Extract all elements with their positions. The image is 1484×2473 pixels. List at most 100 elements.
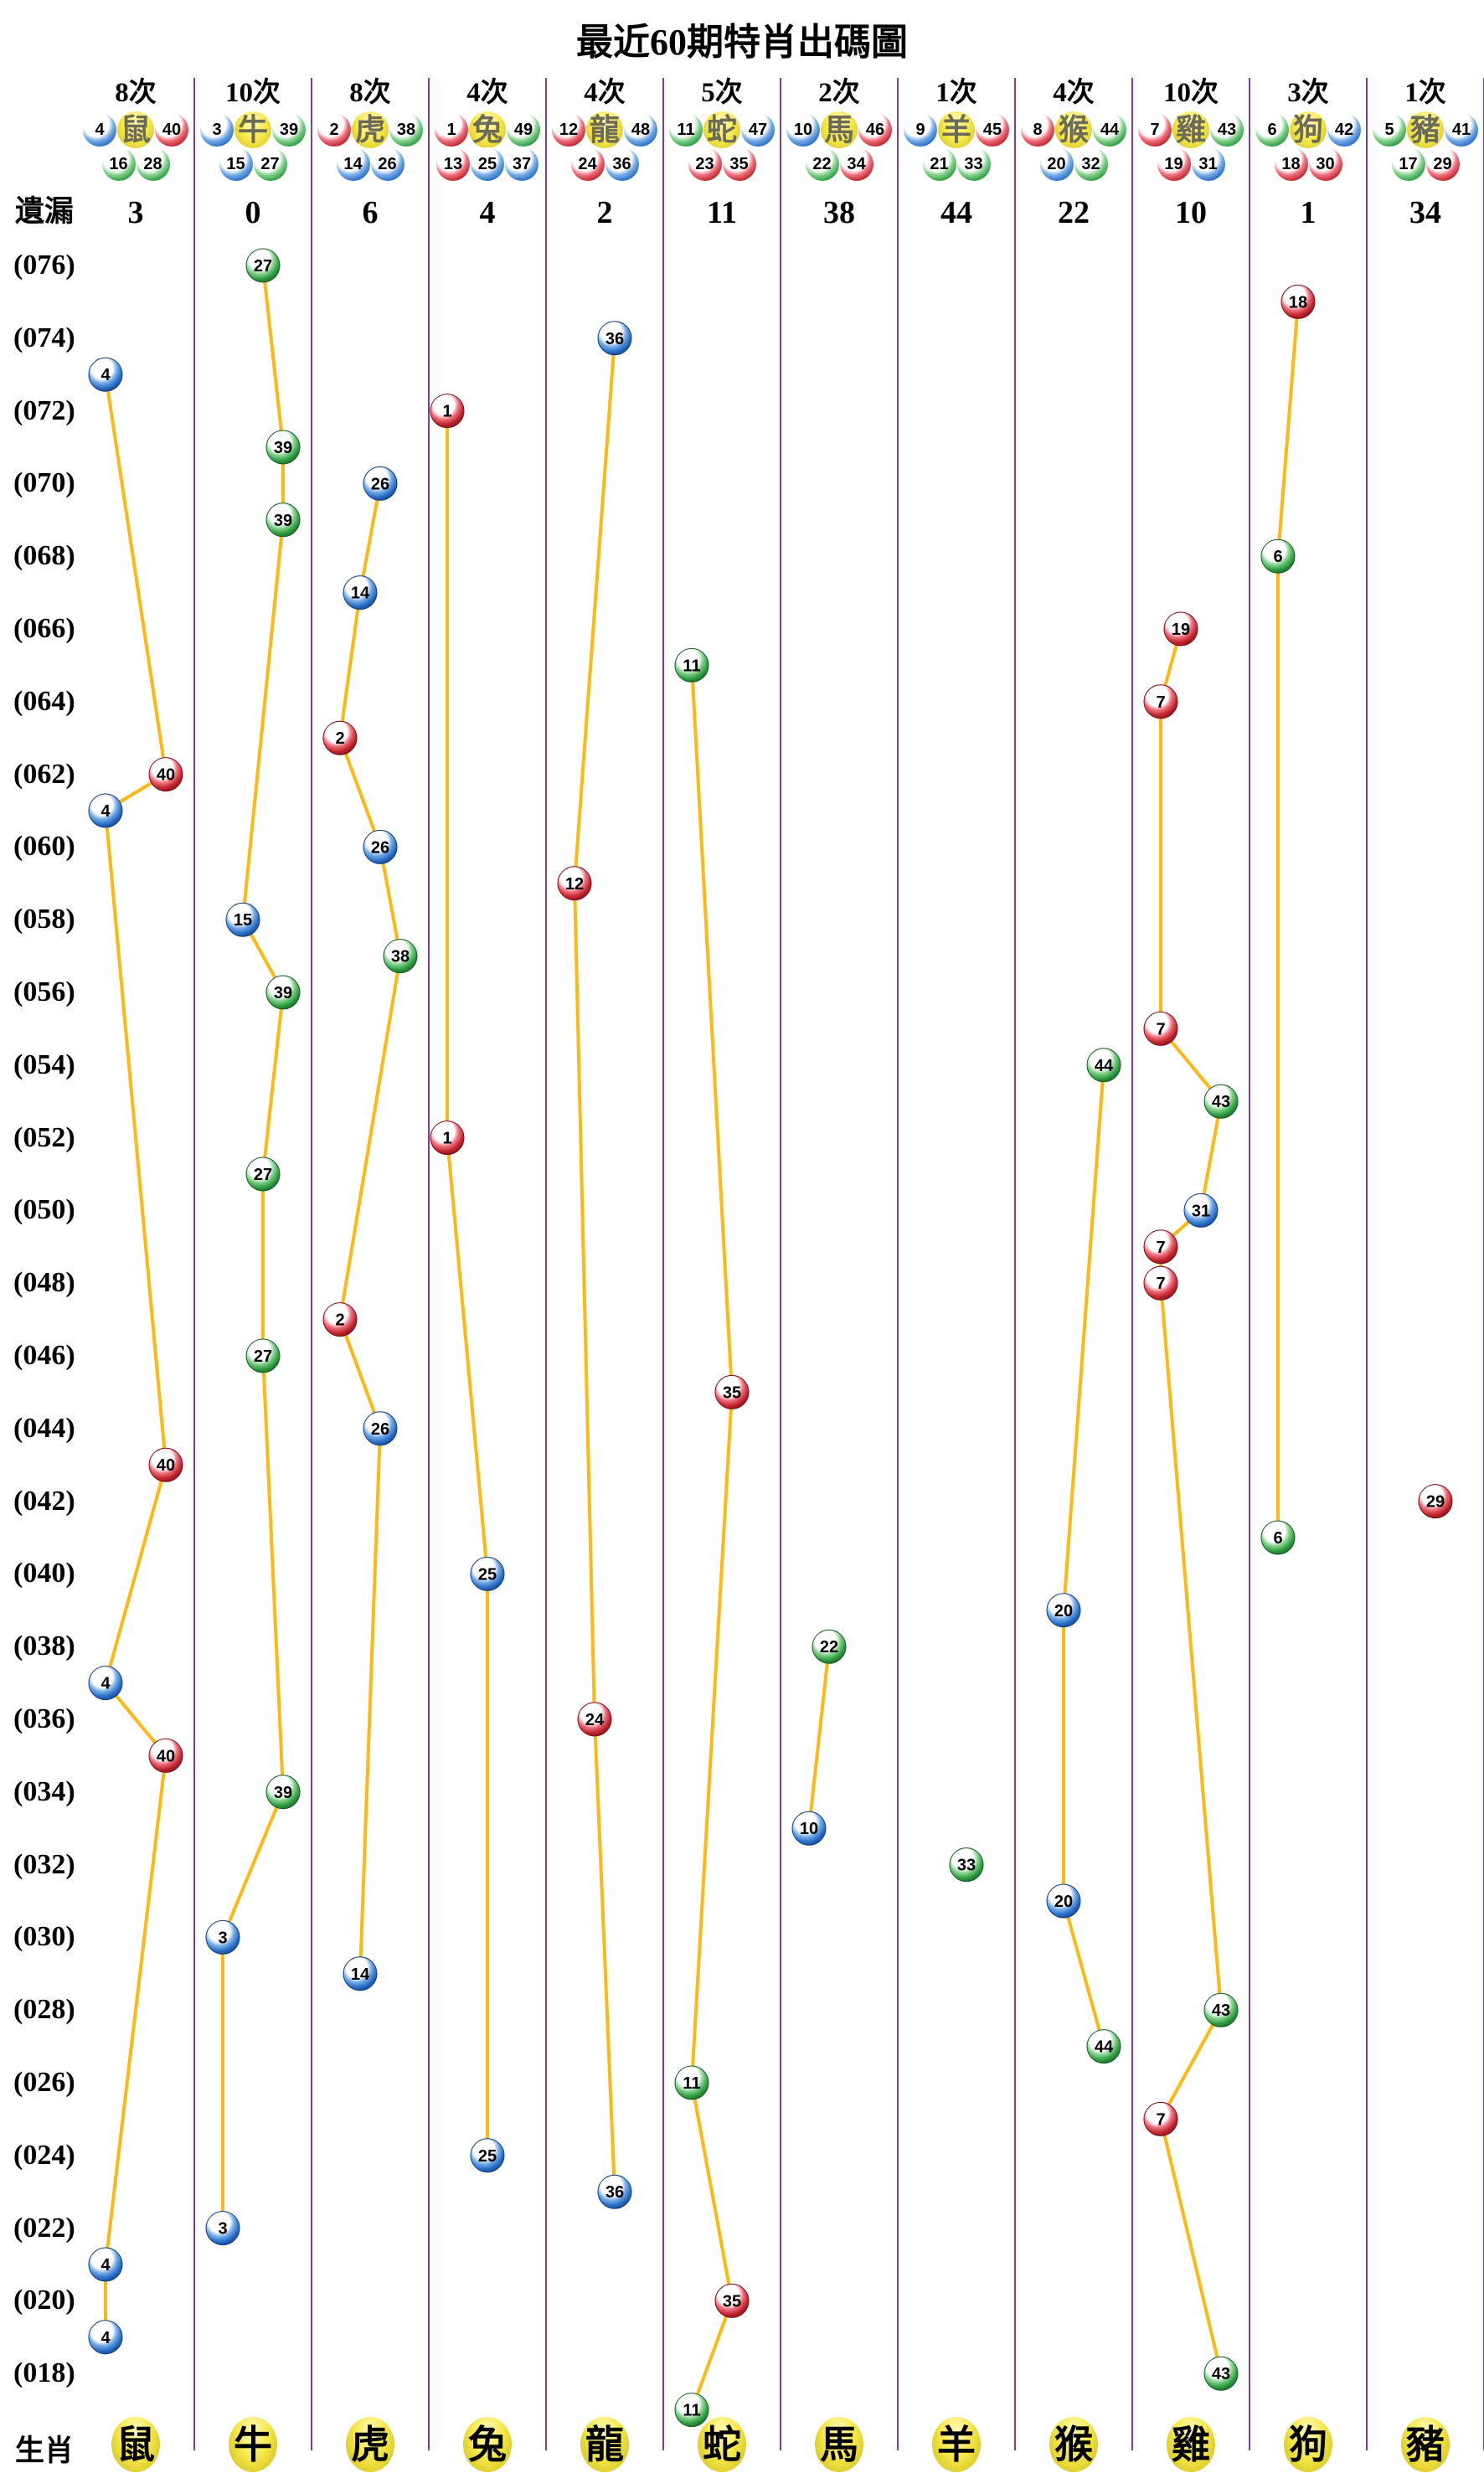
y-axis-tick: (042) xyxy=(13,1485,75,1517)
svg-text:2: 2 xyxy=(335,1311,344,1330)
number-ball: 24 xyxy=(570,147,605,181)
number-ball: 15 xyxy=(219,147,253,181)
chart-ball: 43 xyxy=(1203,1992,1239,2027)
column-header-rabbit: 4次 1 兔 49 13 25 37 4 xyxy=(429,77,546,231)
svg-text:7: 7 xyxy=(1156,1275,1165,1293)
chart-ball: 14 xyxy=(343,1956,378,1991)
number-ball: 12 xyxy=(552,113,585,147)
y-axis-tick: (068) xyxy=(13,540,75,572)
y-axis-tick: (062) xyxy=(13,758,75,790)
column-header-dog: 3次 6 狗 42 18 30 1 xyxy=(1250,77,1367,231)
times-count: 4次 xyxy=(584,78,626,108)
trend-line-兔 xyxy=(446,410,489,2156)
chart-ball: 7 xyxy=(1143,684,1178,719)
chart-ball: 7 xyxy=(1143,1011,1178,1046)
chart-ball: 2 xyxy=(322,720,358,755)
zodiac-char: 兔 xyxy=(468,2423,507,2466)
chart-ball: 4 xyxy=(88,2320,123,2355)
header-ball-row: 2 虎 38 xyxy=(312,111,429,148)
svg-text:7: 7 xyxy=(1156,693,1165,712)
svg-text:1: 1 xyxy=(442,403,451,421)
svg-text:4: 4 xyxy=(100,366,111,384)
number-ball: 47 xyxy=(741,113,775,147)
svg-text:43: 43 xyxy=(1212,2365,1230,2383)
zodiac-badge: 鼠 xyxy=(111,2417,160,2472)
svg-text:4: 4 xyxy=(100,802,111,821)
chart-ball: 11 xyxy=(674,2065,709,2100)
svg-text:3: 3 xyxy=(218,2220,227,2239)
y-axis-tick: (028) xyxy=(13,1994,75,2026)
chart-ball: 2 xyxy=(322,1302,358,1337)
column-header-rooster: 10次 7 雞 43 19 31 10 xyxy=(1132,77,1250,231)
header-ball-row: 14 26 xyxy=(312,147,429,182)
svg-text:10: 10 xyxy=(800,1820,818,1838)
number-ball: 39 xyxy=(272,113,306,147)
zodiac-header-balls: 9 羊 45 21 33 xyxy=(898,111,1015,188)
zodiac-name-badge: 狗 xyxy=(1290,111,1327,148)
trend-line-鼠 xyxy=(104,374,167,2337)
zodiac-badge: 豬 xyxy=(1401,2417,1450,2472)
svg-text:44: 44 xyxy=(1095,1057,1114,1075)
header-ball-row: 16 28 xyxy=(77,147,194,182)
number-ball: 37 xyxy=(505,147,538,181)
chart-ball: 40 xyxy=(148,1738,183,1773)
y-axis-tick: (076) xyxy=(13,250,75,281)
svg-text:43: 43 xyxy=(1212,1093,1230,1111)
svg-text:12: 12 xyxy=(565,875,584,894)
y-axis-tick: (022) xyxy=(13,2212,75,2244)
header-ball-row: 12 龍 48 xyxy=(546,111,663,148)
chart-ball: 36 xyxy=(597,2174,632,2209)
svg-text:20: 20 xyxy=(1054,1602,1073,1620)
trend-line-虎 xyxy=(338,483,402,1974)
y-axis-tick: (032) xyxy=(13,1848,75,1880)
chart-ball: 44 xyxy=(1086,1048,1121,1083)
chart-ball: 4 xyxy=(88,1666,123,1701)
svg-text:39: 39 xyxy=(274,984,292,1002)
zodiac-name-badge: 猴 xyxy=(1055,111,1092,148)
svg-text:11: 11 xyxy=(683,657,700,675)
times-count: 3次 xyxy=(1287,78,1329,108)
header-ball-row: 1 兔 49 xyxy=(429,111,546,148)
svg-text:4: 4 xyxy=(100,2329,111,2347)
zodiac-header-balls: 5 豬 41 17 29 xyxy=(1367,111,1484,188)
zodiac-badge: 蛇 xyxy=(698,2417,746,2472)
y-axis-tick: (046) xyxy=(13,1340,75,1371)
svg-text:27: 27 xyxy=(254,257,272,276)
header-ball-row: 4 鼠 40 xyxy=(77,111,194,148)
number-ball: 36 xyxy=(605,147,639,181)
trend-line-蛇 xyxy=(690,665,734,2411)
chart-ball: 7 xyxy=(1143,2101,1178,2136)
times-count: 4次 xyxy=(466,78,508,108)
header-ball-row: 24 36 xyxy=(546,147,663,182)
svg-text:24: 24 xyxy=(585,1711,605,1729)
svg-text:40: 40 xyxy=(157,1456,175,1475)
header-ball-row: 17 29 xyxy=(1367,147,1484,182)
number-ball: 19 xyxy=(1157,147,1191,181)
svg-text:39: 39 xyxy=(274,1784,292,1802)
header-ball-row: 23 35 xyxy=(663,147,781,182)
svg-text:22: 22 xyxy=(820,1638,838,1656)
chart-ball: 4 xyxy=(88,793,123,828)
number-ball: 11 xyxy=(669,113,703,147)
svg-text:33: 33 xyxy=(957,1857,976,1875)
zodiac-header-balls: 10 馬 46 22 34 xyxy=(781,111,898,188)
chart-ball: 22 xyxy=(812,1629,847,1664)
number-ball: 35 xyxy=(722,147,756,181)
chart-ball: 39 xyxy=(265,430,301,465)
svg-text:43: 43 xyxy=(1212,2002,1230,2020)
chart-ball: 43 xyxy=(1203,1084,1239,1119)
number-ball: 21 xyxy=(922,147,956,181)
chart-ball: 26 xyxy=(363,1411,398,1446)
chart-ball: 20 xyxy=(1046,1593,1081,1628)
svg-text:26: 26 xyxy=(371,475,389,493)
number-ball: 4 xyxy=(83,113,116,147)
svg-text:26: 26 xyxy=(371,1420,389,1439)
svg-text:6: 6 xyxy=(1273,548,1282,566)
number-ball: 2 xyxy=(317,113,351,147)
times-count: 5次 xyxy=(701,78,743,108)
header-ball-row: 6 狗 42 xyxy=(1250,111,1367,148)
zodiac-header-balls: 7 雞 43 19 31 xyxy=(1132,111,1250,188)
zodiac-char: 虎 xyxy=(351,2423,389,2466)
missing-count: 0 xyxy=(245,195,261,230)
